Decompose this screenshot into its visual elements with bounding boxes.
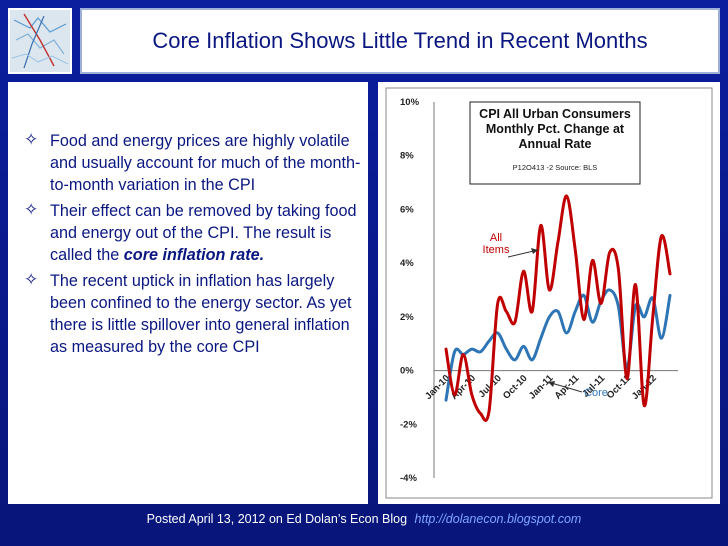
chart-panel: 10% 8% 6% 4% 2% 0% -2% -4% Jan-10 Apr-10 Jul-10 Oct… [378,82,720,504]
bullet-list: ✧ Food and energy prices are highly volat… [18,130,364,362]
annotation-all-items: All [490,232,502,244]
slide-title: Core Inflation Shows Little Trend in Rec… [152,28,648,53]
bullet-emphasis: core inflation rate. [123,246,265,264]
logo-graphic-icon [10,10,70,72]
bullet-text: Food and energy prices are highly volati… [50,132,361,194]
footer: Posted April 13, 2012 on Ed Dolan’s Econ… [0,512,728,526]
bullet-item: ✧ Their effect can be removed by taking f… [18,200,364,266]
series-line-all-items [444,194,672,422]
chart-frame [385,87,713,499]
x-tick-label: Apr-11 [553,372,582,401]
cpi-line-chart: 10%8%6%4%2%0%-2%-4%Jan-10Apr-10Jul-10Oct… [385,87,713,499]
chart-title-line: CPI All Urban Consumers [479,107,631,121]
chart-title-line: Annual Rate [519,137,592,151]
chart-title-line: Monthly Pct. Change at [486,122,625,136]
bullet-panel: ✧ Food and energy prices are highly volat… [8,82,368,504]
x-tick-label: Oct-10 [501,373,530,402]
y-tick-label: 8% [400,151,414,162]
y-tick-label: 6% [400,204,414,215]
bullet-text: The recent uptick in inflation has large… [50,272,352,356]
annotation-arrowhead-all-items [531,248,538,254]
footer-text: Posted April 13, 2012 on Ed Dolan’s Econ… [146,512,408,526]
diamond-outline-icon: ✧ [24,200,39,219]
y-tick-label: 2% [400,312,414,323]
title-bar: Core Inflation Shows Little Trend in Rec… [80,8,720,74]
blog-logo [8,8,72,74]
annotation-core: Core [584,387,608,399]
y-tick-label: -2% [400,419,417,430]
chart-title-box [469,101,641,185]
x-tick-label: Jan-11 [527,372,556,401]
chart-source-note: P12O413 -2 Source: BLS [513,163,598,172]
diamond-outline-icon: ✧ [24,270,39,289]
annotation-all-items: Items [483,244,510,256]
bullet-item: ✧ The recent uptick in inflation has larg… [18,270,364,358]
bullet-item: ✧ Food and energy prices are highly volat… [18,130,364,196]
bullet-text: Their effect can be removed by taking fo… [50,202,357,264]
y-tick-label: 10% [400,97,420,108]
y-tick-label: 0% [400,366,414,377]
diamond-outline-icon: ✧ [24,130,39,149]
annotation-arrowhead-core [548,381,555,387]
y-tick-label: 4% [400,258,414,269]
footer-link[interactable]: http://dolanecon.blogspot.com [414,512,582,526]
y-tick-label: -4% [400,473,417,484]
